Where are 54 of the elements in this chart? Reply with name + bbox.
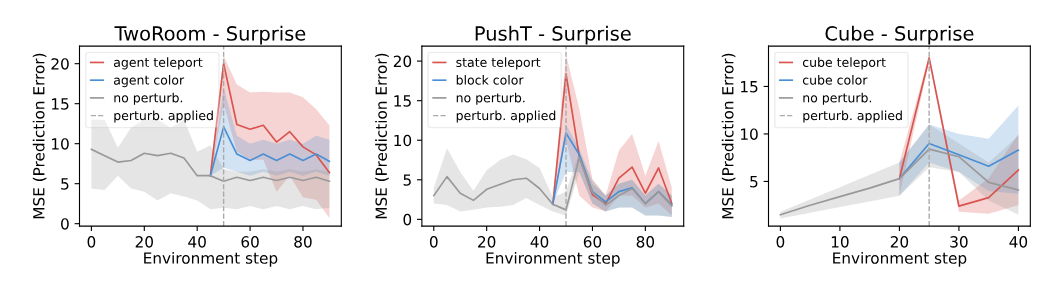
y-tick-label: 0 (61, 218, 69, 230)
legend-label: state teleport (456, 57, 541, 70)
line-series (432, 156, 673, 211)
chart-title: Cube - Surprise (825, 25, 974, 45)
x-tick-label: 40 (1009, 236, 1028, 248)
legend-label: no perturb. (456, 92, 525, 105)
y-tick-label: 5 (403, 174, 411, 186)
y-tick-label: 20 (51, 58, 69, 70)
chart-title: PushT - Surprise (475, 25, 631, 45)
legend-label: agent color (114, 75, 185, 88)
x-tick-label: 40 (530, 236, 549, 248)
x-tick-label: 0 (87, 236, 96, 248)
legend-label: no perturb. (114, 92, 183, 105)
x-tick-label: 20 (478, 236, 496, 248)
x-tick-label: 30 (950, 236, 968, 248)
x-tick-label: 80 (294, 236, 312, 248)
y-tick-label: 15 (52, 98, 69, 110)
x-axis-title: Environment step (144, 251, 278, 267)
line-series (90, 148, 331, 183)
y-axis-title: MSE (Prediction Error) (721, 53, 736, 219)
ref-line-label: perturb. applied (456, 110, 556, 123)
y-tick-label: 20 (393, 55, 412, 68)
y-tick-label: 10 (394, 134, 412, 147)
chart-title: TwoRoom - Surprise (114, 25, 306, 45)
legend-label: cube color (802, 75, 868, 85)
x-tick-label: 20 (135, 236, 153, 248)
y-axis-title: MSE (Prediction Error) (32, 53, 47, 219)
y-tick-label: 10 (741, 128, 758, 140)
x-tick-label: 80 (636, 236, 655, 248)
y-tick-label: 10 (52, 138, 69, 150)
x-tick-label: 60 (241, 236, 259, 248)
legend-label: block color (456, 75, 524, 85)
ref-line-label: perturb. applied (114, 110, 213, 123)
line-series (209, 126, 331, 177)
x-tick-label: 0 (429, 236, 438, 248)
y-tick-label: 5 (61, 178, 69, 190)
x-tick-label: 0 (776, 236, 785, 248)
x-axis-title: Environment step (833, 251, 967, 267)
line-series (779, 148, 1020, 216)
y-tick-label: 0 (403, 213, 412, 226)
y-axis-title: MSE (Prediction Error) (375, 53, 389, 219)
legend-label: agent teleport (114, 57, 203, 70)
y-tick-label: 15 (394, 95, 411, 107)
x-tick-label: 40 (188, 236, 206, 248)
x-axis-title: Environment step (486, 251, 620, 267)
x-tick-label: 60 (583, 236, 602, 248)
y-tick-label: 15 (741, 81, 758, 93)
line-series (898, 142, 1020, 180)
y-tick-label: 5 (750, 176, 758, 188)
legend-label: no perturb. (803, 92, 872, 105)
x-tick-label: 10 (831, 236, 849, 248)
x-tick-label: 20 (890, 236, 909, 248)
ref-line-label: perturb. applied (803, 110, 902, 123)
legend-label: cube teleport (802, 57, 886, 70)
